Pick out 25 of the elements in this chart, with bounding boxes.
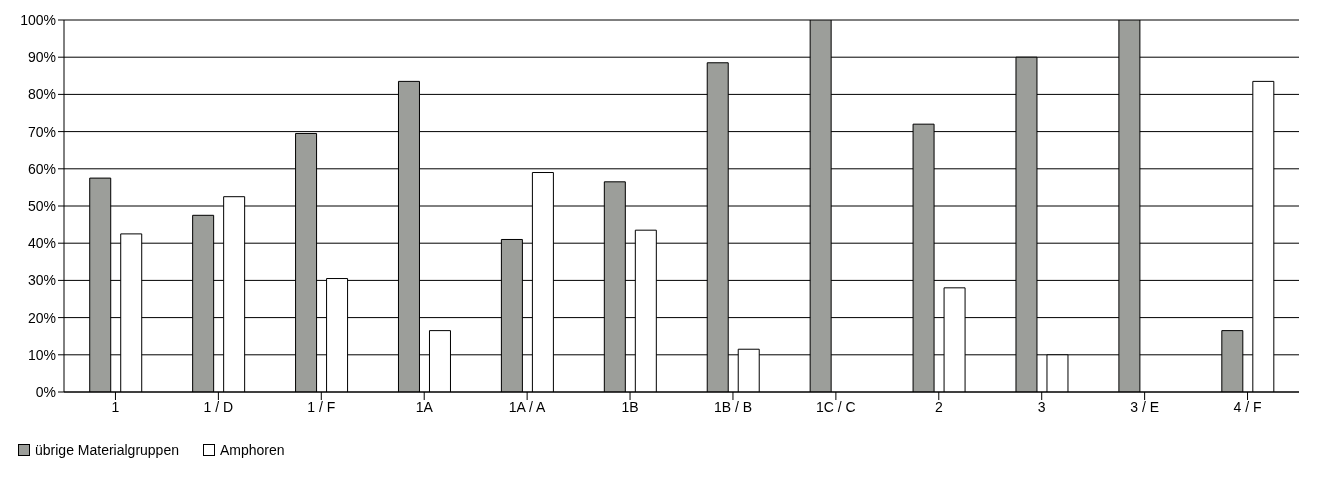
x-tick-label: 1B: [621, 398, 639, 415]
y-tick-label: 80%: [27, 86, 56, 103]
x-tick-label: 3 / E: [1130, 398, 1160, 415]
x-tick-label: 1A / A: [508, 398, 547, 415]
y-tick-label: 100%: [20, 11, 56, 28]
y-tick-label: 50%: [27, 197, 56, 214]
y-tick-label: 0%: [35, 383, 56, 400]
x-tick-label: 1A: [415, 398, 434, 415]
legend-label: Amphoren: [219, 442, 285, 458]
x-tick-label: 2: [934, 398, 943, 415]
y-tick-label: 40%: [27, 235, 56, 252]
x-tick-label: 3: [1037, 398, 1046, 415]
y-tick-label: 60%: [27, 160, 56, 177]
x-tick-label: 1: [111, 398, 120, 415]
y-tick-label: 20%: [27, 309, 56, 326]
x-tick-label: 1B / B: [713, 398, 753, 415]
x-tick-label: 4 / F: [1233, 398, 1262, 415]
y-tick-label: 70%: [27, 123, 56, 140]
x-tick-label: 1 / F: [307, 398, 336, 415]
y-tick-label: 10%: [27, 346, 56, 363]
x-tick-label: 1 / D: [203, 398, 234, 415]
x-tick-label: 1C / C: [816, 398, 856, 415]
y-tick-label: 30%: [27, 272, 56, 289]
y-tick-label: 90%: [27, 49, 56, 66]
legend-label: übrige Materialgruppen: [35, 442, 179, 458]
